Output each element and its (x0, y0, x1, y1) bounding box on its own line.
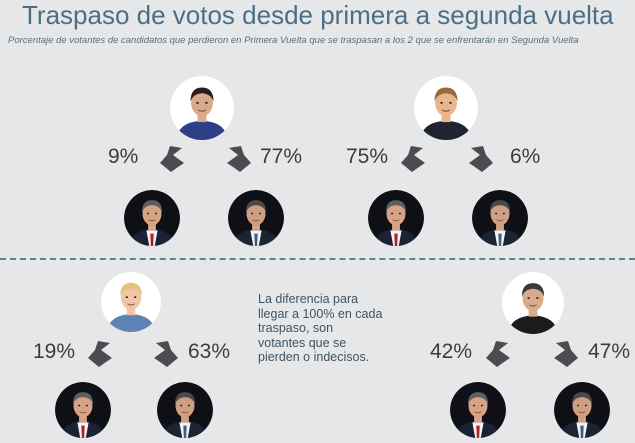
target-avatar-1b (228, 190, 284, 246)
target-avatar-4b (554, 382, 610, 438)
chart-subtitle: Porcentaje de votantes de candidatos que… (8, 35, 579, 46)
arrow-right-icon (225, 146, 251, 177)
percent-label-4b: 47% (588, 340, 631, 363)
arrow-left-icon (486, 341, 512, 372)
percent-label-1b: 77% (260, 145, 303, 168)
target-avatar-2b (472, 190, 528, 246)
percent-label-4a: 42% (430, 340, 473, 363)
source-avatar-2 (414, 76, 478, 140)
arrow-left-icon (401, 146, 427, 177)
chart-title: Traspaso de votos desde primera a segund… (22, 0, 614, 30)
percent-label-3b: 63% (188, 340, 231, 363)
percent-label-2b: 6% (510, 145, 541, 168)
target-avatar-3a (55, 382, 111, 438)
target-avatar-2a (368, 190, 424, 246)
arrow-left-icon (160, 146, 186, 177)
footnote: La diferencia para llegar a 100% en cada… (258, 292, 383, 364)
target-avatar-3b (157, 382, 213, 438)
arrow-right-icon (552, 341, 578, 372)
arrow-right-icon (152, 341, 178, 372)
target-avatar-4a (450, 382, 506, 438)
percent-label-3a: 19% (33, 340, 76, 363)
source-avatar-4 (502, 272, 564, 334)
source-avatar-3 (101, 272, 161, 332)
source-avatar-1 (170, 76, 234, 140)
arrow-right-icon (467, 146, 493, 177)
percent-label-2a: 75% (346, 145, 389, 168)
percent-label-1a: 9% (108, 145, 139, 168)
section-divider (0, 258, 635, 260)
arrow-left-icon (88, 341, 114, 372)
target-avatar-1a (124, 190, 180, 246)
